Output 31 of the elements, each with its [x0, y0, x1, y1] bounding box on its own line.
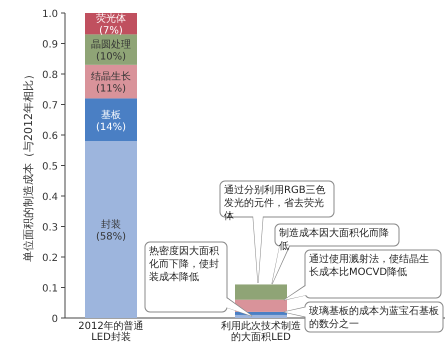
annotation: 玻璃基板的成本为蓝宝石基板的数分之一 — [305, 302, 443, 334]
y-tick-label: 0.6 — [42, 131, 58, 142]
series-label: 封装 — [101, 218, 121, 231]
y-axis-title: 单位面积的制造成本（与2012年相比） — [22, 69, 35, 262]
y-tick-label: 0.8 — [42, 70, 58, 81]
y-tick-label: 0.1 — [42, 284, 58, 294]
data-label: (58%) — [96, 232, 126, 243]
x-tick-label: 利用此次技术制造的大面积LED — [221, 321, 301, 343]
data-label: (14%) — [96, 122, 126, 133]
annotation: 热密度因大面积化而下降，使封装成本降低 — [145, 242, 227, 312]
bar — [85, 141, 137, 318]
y-tick-label: 0.7 — [42, 100, 58, 112]
y-tick-label: 0.2 — [42, 253, 58, 264]
data-label: (10%) — [96, 52, 126, 63]
y-tick-label: 1.0 — [42, 9, 58, 20]
annotation: 制造成本因大面积化而降低 — [279, 228, 389, 252]
y-tick-label: 0 — [52, 314, 58, 325]
annotation: 通过分别利用RGB三色发光的元件，省去荧光体 — [223, 184, 327, 224]
y-tick-label: 0.9 — [42, 40, 58, 50]
series-label: 荧光体 — [96, 12, 126, 25]
y-tick-label: 0.4 — [42, 192, 58, 203]
x-tick-label: 2012年的普通LED封装 — [77, 321, 145, 343]
series-label: 晶圆处理 — [91, 38, 131, 51]
series-label: 基板 — [101, 108, 121, 121]
data-label: (11%) — [96, 84, 126, 95]
annotation: 通过使用溅射法，使结晶生长成本比MOCVD降低 — [305, 250, 441, 298]
y-tick-label: 0.5 — [42, 162, 58, 172]
series-label: 结晶生长 — [91, 70, 131, 83]
data-label: (7%) — [99, 26, 123, 37]
y-tick-label: 0.3 — [42, 222, 58, 234]
bar — [85, 98, 137, 142]
